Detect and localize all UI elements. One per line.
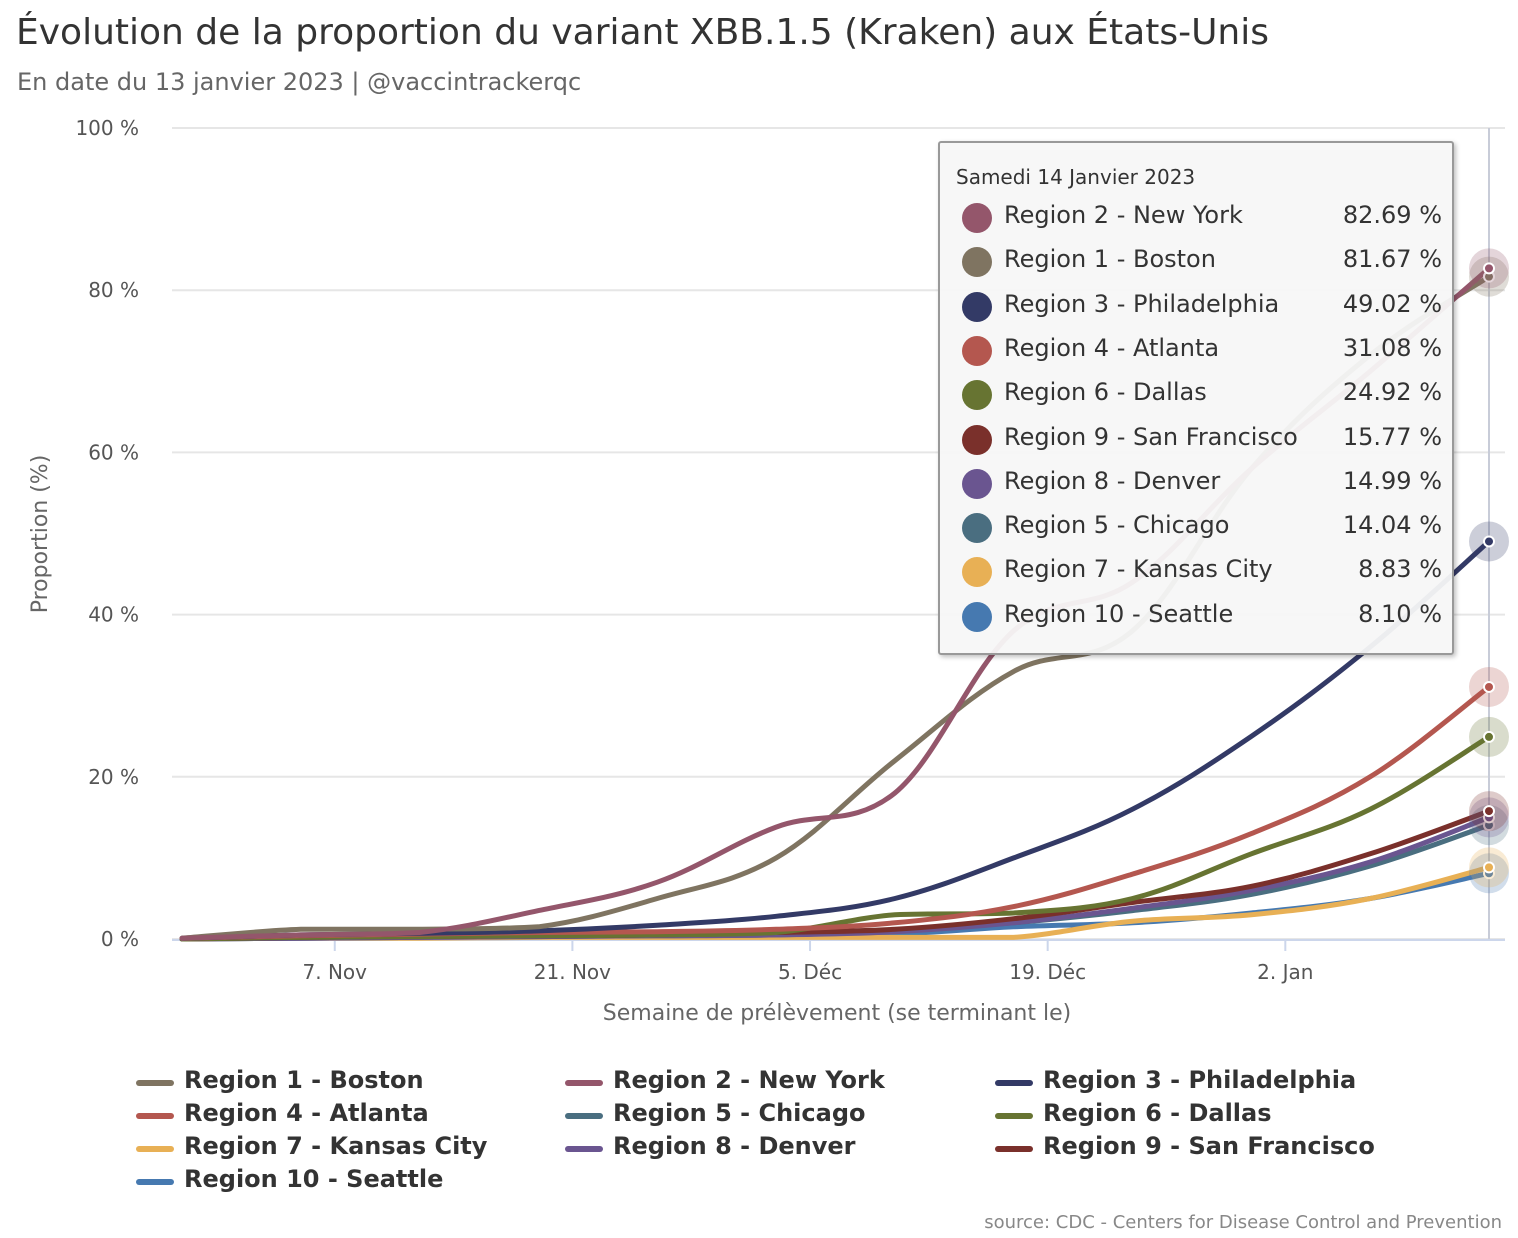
tooltip-series-value: 24.92 % [1342, 378, 1442, 407]
chart-title: Évolution de la proportion du variant XB… [16, 12, 1269, 53]
x-axis-title: Semaine de prélèvement (se terminant le) [603, 1001, 1071, 1026]
legend-line-icon [565, 1113, 603, 1119]
y-tick-label: 60 % [88, 440, 139, 464]
tooltip-series-value: 14.04 % [1342, 511, 1442, 540]
tooltip-series-value: 81.67 % [1342, 245, 1442, 274]
series-dot-icon [962, 468, 992, 499]
tooltip-row: Region 6 - Dallas 24.92 % [962, 374, 1442, 414]
tooltip-row: Region 5 - Chicago 14.04 % [962, 507, 1442, 547]
tooltip-series-name: Region 7 - Kansas City [1004, 555, 1273, 584]
tooltip-date: Samedi 14 Janvier 2023 [956, 165, 1196, 189]
legend-label: Region 3 - Philadelphia [1043, 1066, 1357, 1094]
tooltip-row: Region 4 - Atlanta 31.08 % [962, 330, 1442, 370]
y-tick-label: 20 % [88, 765, 139, 789]
legend-label: Region 5 - Chicago [613, 1099, 866, 1127]
tooltip-series-value: 8.10 % [1358, 599, 1442, 628]
y-tick-label: 100 % [75, 116, 139, 140]
series-dot-icon [962, 557, 992, 588]
tooltip-series-value: 49.02 % [1342, 289, 1442, 318]
x-tick-label: 5. Déc [778, 960, 842, 984]
series-dot-icon [962, 380, 992, 411]
tooltip-series-name: Region 8 - Denver [1004, 466, 1221, 495]
tooltip-row: Region 1 - Boston 81.67 % [962, 241, 1442, 281]
legend: Region 1 - Boston Region 2 - New York Regi… [136, 1066, 1436, 1198]
series-dot-icon [962, 424, 992, 455]
y-axis-title: Proportion (%) [28, 455, 53, 614]
point-region-9-san-francisco[interactable] [1483, 805, 1495, 818]
tooltip-row: Region 10 - Seattle 8.10 % [962, 596, 1442, 636]
point-region-2-new-york[interactable] [1483, 262, 1495, 275]
y-tick-label: 0 % [101, 927, 139, 951]
x-tick-label: 2. Jan [1257, 960, 1313, 984]
legend-label: Region 10 - Seattle [184, 1165, 444, 1193]
tooltip-row: Region 8 - Denver 14.99 % [962, 463, 1442, 503]
legend-line-icon [995, 1080, 1033, 1086]
point-region-6-dallas[interactable] [1483, 730, 1495, 743]
legend-label: Region 1 - Boston [184, 1066, 424, 1094]
source-credit[interactable]: source: CDC - Centers for Disease Contro… [984, 1212, 1502, 1233]
legend-label: Region 7 - Kansas City [184, 1132, 488, 1160]
series-dot-icon [962, 291, 992, 322]
tooltip-series-name: Region 1 - Boston [1004, 245, 1216, 274]
x-tick-label: 21. Nov [534, 960, 611, 984]
legend-line-icon [136, 1179, 174, 1185]
legend-line-icon [995, 1113, 1033, 1119]
series-line-region-9-san-francisco[interactable] [179, 808, 1492, 942]
series-dot-icon [962, 601, 992, 632]
tooltip-series-value: 82.69 % [1342, 201, 1442, 229]
legend-label: Region 4 - Atlanta [184, 1099, 429, 1127]
tooltip-series-name: Region 6 - Dallas [1004, 378, 1207, 407]
end-markers [1469, 248, 1509, 894]
legend-label: Region 2 - New York [613, 1066, 885, 1094]
tooltip-series-name: Region 2 - New York [1004, 201, 1243, 229]
legend-label: Region 9 - San Francisco [1043, 1132, 1375, 1160]
series-dot-icon [962, 513, 992, 544]
tooltip-row: Region 2 - New York 82.69 % [962, 197, 1442, 237]
x-tick-label: 7. Nov [303, 960, 368, 984]
tooltip-series-name: Region 10 - Seattle [1004, 599, 1234, 628]
tooltip-row: Region 7 - Kansas City 8.83 % [962, 551, 1442, 591]
legend-line-icon [136, 1080, 174, 1086]
tooltip-series-value: 15.77 % [1342, 422, 1442, 451]
legend-line-icon [565, 1146, 603, 1152]
legend-label: Region 8 - Denver [613, 1132, 856, 1160]
tooltip-series-name: Region 5 - Chicago [1004, 511, 1230, 540]
tooltip-series-value: 31.08 % [1342, 333, 1442, 362]
point-region-3-philadelphia[interactable] [1483, 535, 1495, 548]
series-dot-icon [962, 203, 992, 233]
tooltip-series-name: Region 3 - Philadelphia [1004, 289, 1280, 318]
tooltip-series-name: Region 9 - San Francisco [1004, 422, 1298, 451]
chart-subtitle: En date du 13 janvier 2023 | @vaccintrac… [17, 68, 582, 96]
y-tick-label: 40 % [88, 603, 139, 627]
point-region-4-atlanta[interactable] [1483, 680, 1495, 693]
tooltip-row: Region 3 - Philadelphia 49.02 % [962, 286, 1442, 326]
axes: 0 % 20 % 40 % 60 % 80 % 100 % 7. Nov 21. Nov 5. … [75, 116, 1505, 984]
legend-line-icon [136, 1146, 174, 1152]
series-dot-icon [962, 247, 992, 278]
x-tick-label: 19. Déc [1009, 960, 1086, 984]
legend-line-icon [136, 1113, 174, 1119]
tooltip-row: Region 9 - San Francisco 15.77 % [962, 419, 1442, 459]
legend-label: Region 6 - Dallas [1043, 1099, 1272, 1127]
tooltip-series-value: 8.83 % [1358, 555, 1442, 584]
legend-line-icon [565, 1080, 603, 1086]
series-dot-icon [962, 335, 992, 366]
tooltip: Samedi 14 Janvier 2023 Region 2 - New Yo… [938, 141, 1454, 655]
tooltip-series-name: Region 4 - Atlanta [1004, 333, 1220, 362]
legend-line-icon [995, 1146, 1033, 1152]
y-tick-label: 80 % [88, 278, 139, 302]
point-region-7-kansas-city[interactable] [1483, 861, 1495, 874]
tooltip-series-value: 14.99 % [1342, 466, 1442, 495]
